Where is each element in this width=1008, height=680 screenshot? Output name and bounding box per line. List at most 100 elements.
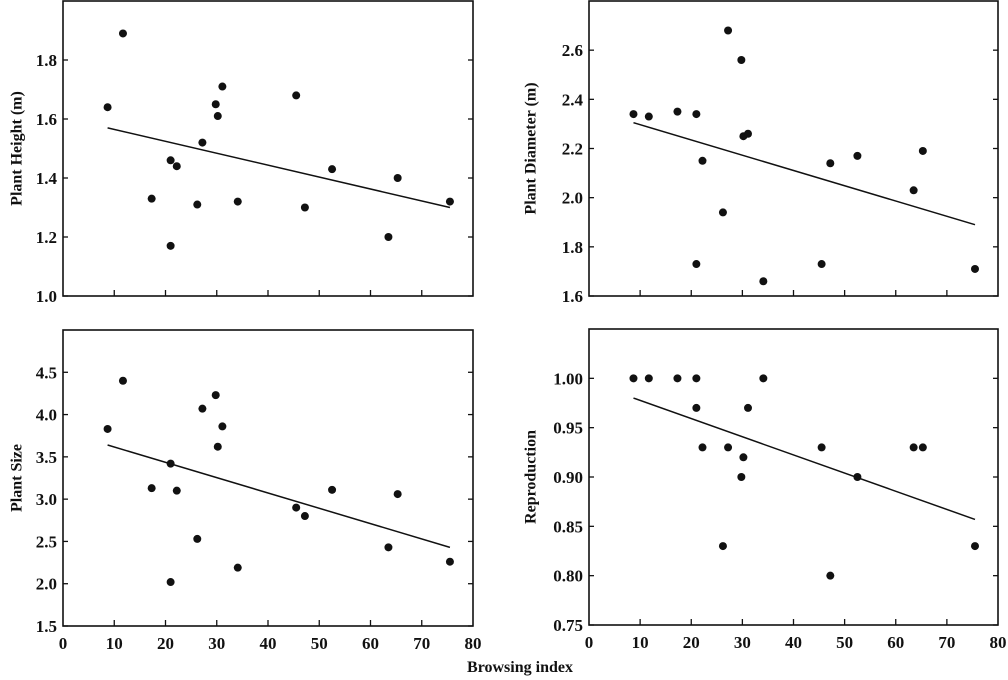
x-tick-label: 20 bbox=[683, 633, 700, 652]
y-tick-label: 2.4 bbox=[562, 90, 584, 109]
x-tick-label: 0 bbox=[59, 634, 68, 653]
data-point bbox=[166, 241, 175, 250]
data-point bbox=[692, 260, 701, 269]
data-point bbox=[853, 151, 862, 160]
data-point bbox=[826, 159, 835, 168]
x-tick-label: 70 bbox=[938, 633, 955, 652]
data-point bbox=[853, 473, 862, 481]
data-point bbox=[970, 264, 979, 273]
y-tick-label: 2.0 bbox=[562, 189, 583, 208]
y-tick-label: 0.80 bbox=[553, 567, 583, 586]
data-point bbox=[445, 197, 454, 206]
data-point bbox=[103, 424, 112, 433]
data-point bbox=[292, 503, 301, 512]
panel-4: 0.75 0.80 0.85 0.90 0.95 1.00 0 10 20 30 40 50 60 70 8… bbox=[523, 328, 1007, 652]
panel-3: 1.5 2.0 2.5 3.0 3.5 4.0 4.5 0 10 20 30 40 50 60 70 80 Pl… bbox=[9, 329, 482, 653]
y-tick-label: 0.85 bbox=[553, 517, 583, 536]
data-point bbox=[692, 374, 701, 383]
data-point bbox=[213, 112, 222, 121]
data-point bbox=[970, 542, 979, 551]
x-tick-label: 60 bbox=[887, 633, 904, 652]
y-tick-label: 0.75 bbox=[553, 616, 583, 635]
data-point bbox=[673, 107, 682, 116]
y-tick-label: 1.6 bbox=[36, 110, 57, 129]
data-point bbox=[198, 138, 207, 147]
data-point bbox=[300, 203, 309, 212]
y-tick-label: 2.2 bbox=[562, 140, 583, 159]
plot-frame bbox=[588, 328, 999, 626]
data-point bbox=[147, 484, 156, 493]
y-tick-label: 3.5 bbox=[36, 448, 57, 467]
data-point bbox=[743, 403, 752, 412]
x-tick-label: 20 bbox=[157, 634, 174, 653]
data-point bbox=[644, 112, 653, 121]
plot-frame bbox=[62, 329, 474, 627]
data-point bbox=[198, 404, 207, 413]
data-point bbox=[166, 156, 175, 165]
data-point bbox=[292, 91, 301, 100]
trend-line bbox=[633, 397, 976, 521]
y-tick-label: 2.5 bbox=[36, 532, 57, 551]
x-tick-label: 60 bbox=[362, 634, 379, 653]
x-tick-label: 50 bbox=[836, 633, 853, 652]
y-tick-label: 1.8 bbox=[562, 238, 583, 257]
y-tick-label: 1.4 bbox=[36, 169, 58, 188]
x-axis-label: Browsing index bbox=[467, 659, 573, 676]
data-point bbox=[739, 453, 748, 462]
data-point bbox=[737, 473, 746, 481]
x-tick-label: 10 bbox=[632, 633, 649, 652]
data-point bbox=[909, 443, 918, 452]
data-point bbox=[166, 459, 175, 468]
data-point bbox=[445, 557, 454, 566]
data-point bbox=[328, 485, 337, 494]
data-point bbox=[909, 186, 918, 195]
y-tick-label: 1.5 bbox=[36, 617, 57, 636]
data-point bbox=[629, 110, 638, 119]
data-point bbox=[673, 374, 682, 383]
data-point bbox=[211, 391, 220, 400]
x-tick-label: 10 bbox=[106, 634, 123, 653]
data-point bbox=[817, 443, 826, 452]
data-point bbox=[328, 165, 337, 174]
data-point bbox=[172, 162, 181, 171]
data-point bbox=[918, 443, 927, 452]
data-point bbox=[826, 571, 835, 580]
y-tick-label: 4.5 bbox=[36, 363, 57, 382]
data-point bbox=[698, 156, 707, 165]
panel-1: 1.0 1.2 1.4 1.6 1.8 Plant Height (m) bbox=[9, 0, 474, 306]
data-point bbox=[166, 578, 175, 587]
y-tick-label: 3.0 bbox=[36, 490, 57, 509]
trend-line bbox=[107, 127, 451, 209]
data-point bbox=[118, 29, 127, 38]
data-point bbox=[718, 208, 727, 217]
x-tick-label: 30 bbox=[208, 634, 225, 653]
plot-frame bbox=[588, 0, 999, 297]
data-point bbox=[918, 146, 927, 155]
y-tick-label: 1.8 bbox=[36, 51, 57, 70]
data-point bbox=[172, 486, 181, 495]
data-point bbox=[193, 534, 202, 543]
y-tick-label: 1.0 bbox=[36, 287, 57, 306]
data-point bbox=[233, 563, 242, 572]
data-point bbox=[692, 403, 701, 412]
data-point bbox=[211, 100, 220, 109]
y-tick-label: 0.90 bbox=[553, 468, 583, 487]
data-point bbox=[698, 443, 707, 452]
data-point bbox=[718, 542, 727, 551]
y-axis-label: Plant Size bbox=[9, 444, 26, 512]
y-axis-label: Plant Height (m) bbox=[9, 91, 26, 206]
trend-line bbox=[107, 444, 451, 549]
x-tick-label: 80 bbox=[465, 634, 482, 653]
data-point bbox=[300, 512, 309, 521]
y-tick-label: 1.00 bbox=[553, 369, 583, 388]
y-tick-label: 1.6 bbox=[562, 287, 583, 306]
data-point bbox=[218, 82, 227, 91]
data-point bbox=[737, 56, 746, 64]
y-tick-label: 0.95 bbox=[553, 419, 583, 438]
y-tick-label: 4.0 bbox=[36, 406, 57, 425]
data-point bbox=[724, 26, 733, 35]
data-point bbox=[103, 103, 112, 112]
data-point bbox=[393, 174, 402, 182]
data-point bbox=[193, 200, 202, 209]
